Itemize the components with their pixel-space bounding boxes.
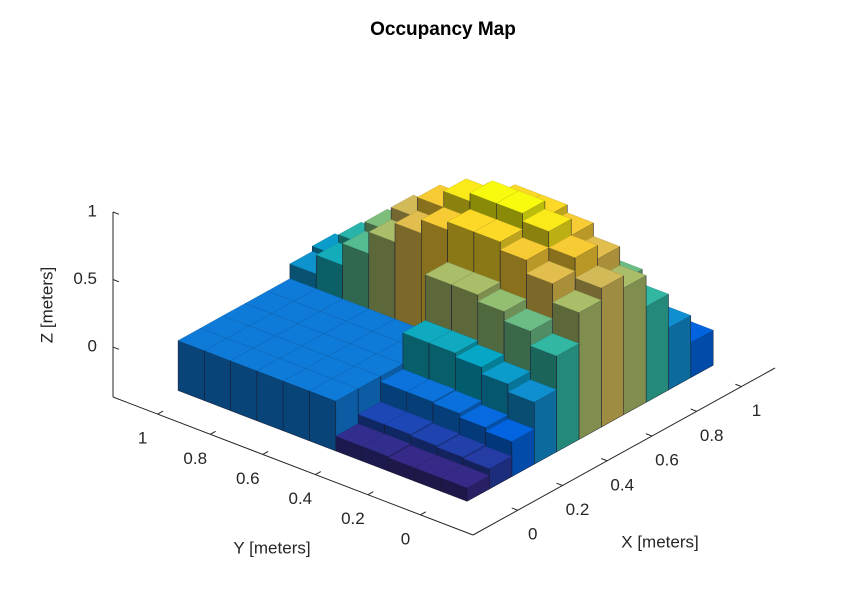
x-tick xyxy=(601,458,608,462)
voxel-top xyxy=(499,237,550,261)
voxel-side xyxy=(256,370,284,432)
y-tick-label: 0.4 xyxy=(289,489,313,508)
y-tick xyxy=(315,471,321,475)
voxel-top xyxy=(309,378,359,402)
voxel-side xyxy=(556,343,580,453)
y-tick-label: 0.2 xyxy=(341,509,365,528)
voxel-top xyxy=(481,361,531,385)
voxel-side xyxy=(534,389,557,465)
x-tick xyxy=(511,507,518,511)
voxel-side xyxy=(204,350,231,411)
voxel-top xyxy=(440,465,490,489)
x-tick-label: 0.8 xyxy=(700,426,724,445)
voxel-top xyxy=(522,208,572,232)
voxel-side xyxy=(578,299,602,440)
x-axis-label: X [meters] xyxy=(621,532,698,551)
voxel-top xyxy=(406,379,456,403)
z-tick-label: 0.5 xyxy=(73,269,97,288)
z-tick xyxy=(112,346,120,350)
voxel-top xyxy=(458,404,509,428)
voxel-top xyxy=(361,433,412,457)
voxel-top xyxy=(495,190,546,214)
x-tick-label: 1 xyxy=(752,401,761,420)
y-axis xyxy=(112,396,474,536)
z-tick-label: 0 xyxy=(88,337,97,356)
y-axis-label: Y [meters] xyxy=(233,538,310,557)
z-tick-label: 1 xyxy=(88,201,97,220)
voxel-side xyxy=(623,275,647,415)
x-tick xyxy=(645,433,653,437)
voxel-top xyxy=(477,288,527,312)
voxel-top xyxy=(454,344,505,368)
voxel-top xyxy=(383,411,434,435)
voxel-top xyxy=(552,289,602,313)
voxel-top xyxy=(507,379,558,403)
y-tick-label: 0.8 xyxy=(183,449,207,468)
surface xyxy=(177,178,714,502)
voxel-side xyxy=(645,293,669,403)
voxel-top xyxy=(436,434,487,458)
axes: 0 0.2 0.4 0.6 0.8 1 0 0.2 0.4 0.6 0.8 1 0 0.5 1 xyxy=(73,201,776,548)
y-tick xyxy=(420,511,427,516)
voxel-top xyxy=(503,308,554,332)
y-tick xyxy=(157,410,164,415)
y-tick-label: 0 xyxy=(401,529,410,548)
voxel-top xyxy=(432,390,483,414)
y-tick-label: 1 xyxy=(138,429,147,448)
voxel-top xyxy=(574,265,625,289)
x-tick-label: 0.4 xyxy=(610,475,634,494)
voxel-side xyxy=(282,380,310,442)
voxel-side xyxy=(230,360,258,422)
voxel-top xyxy=(451,272,501,295)
voxel-top xyxy=(410,423,460,447)
voxel-top xyxy=(548,235,598,258)
voxel-top xyxy=(485,418,535,442)
z-tick xyxy=(112,211,120,215)
voxel-top xyxy=(529,333,580,357)
x-tick xyxy=(690,408,697,412)
x-tick-label: 0.6 xyxy=(655,451,679,470)
y-tick-label: 0.6 xyxy=(236,469,260,488)
voxel-top xyxy=(525,260,576,284)
voxel-side xyxy=(668,315,692,391)
voxel-side xyxy=(177,340,205,401)
voxel-side xyxy=(601,275,624,428)
x-axis xyxy=(472,367,776,536)
voxel-top xyxy=(462,446,513,469)
z-axis-label: Z [meters] xyxy=(37,267,56,344)
voxel-side xyxy=(309,390,337,452)
y-tick xyxy=(262,450,269,455)
x-tick-label: 0.2 xyxy=(566,500,590,519)
voxel-top xyxy=(428,330,479,354)
y-tick xyxy=(367,491,374,496)
voxel-top xyxy=(473,219,523,243)
y-tick xyxy=(209,430,216,435)
x-tick xyxy=(556,482,563,486)
z-tick xyxy=(112,279,120,283)
x-tick xyxy=(735,383,742,388)
x-tick-label: 0 xyxy=(528,525,537,544)
chart-title: Occupancy Map xyxy=(370,19,516,40)
